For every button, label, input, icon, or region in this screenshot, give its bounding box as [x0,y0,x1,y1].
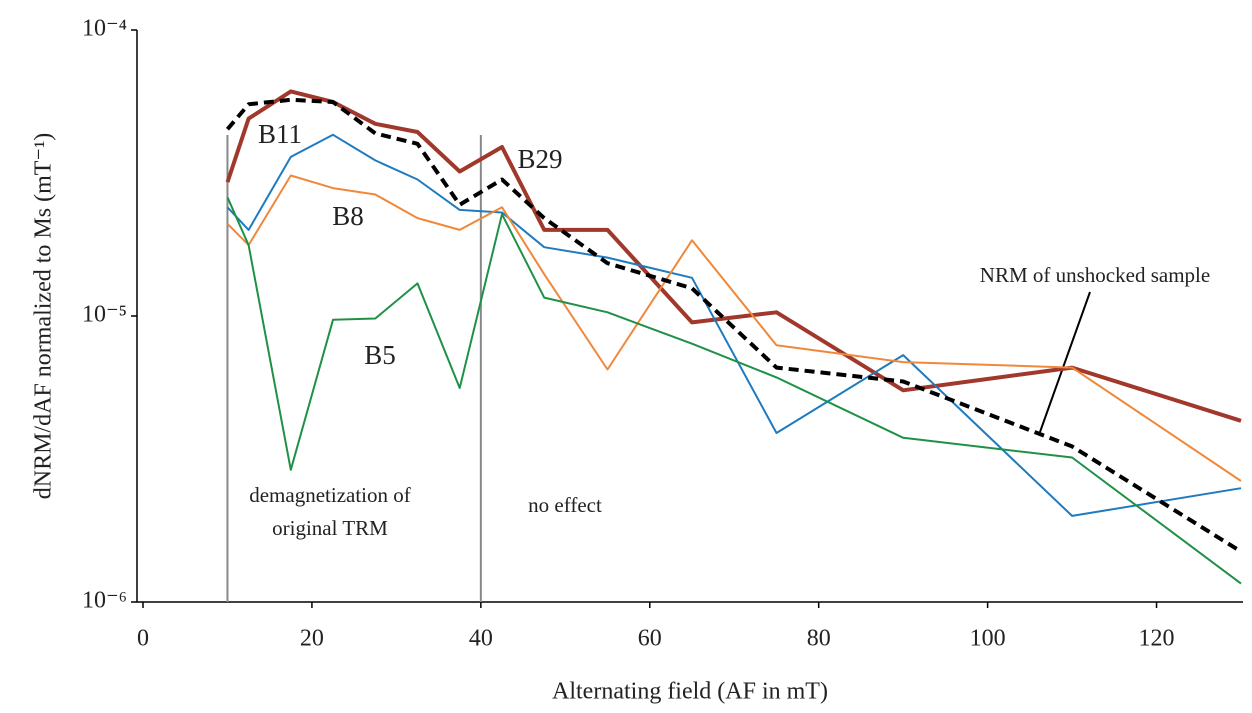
annotation-arrow [1039,291,1091,433]
series-line [225,89,1242,423]
x-tick-label: 100 [970,626,1006,652]
series-label: B11 [258,119,302,149]
x-tick-label: 40 [469,626,493,652]
y-tick-label: 10⁻⁴ [82,16,127,42]
x-tick-label: 0 [137,626,149,652]
y-axis-title: dNRM/dAF normalized to Ms (mT⁻¹) [31,133,57,500]
y-tick-label: 10⁻⁶ [82,588,127,614]
annotation: demagnetization of [249,483,411,507]
series-label: B8 [332,201,364,231]
annotation: no effect [528,493,602,517]
x-tick-label: 80 [807,626,831,652]
x-tick-label: 20 [300,626,324,652]
series-label: B29 [517,144,562,174]
x-axis-title: Alternating field (AF in mT) [552,679,828,705]
series-line [225,97,1243,554]
series-line [226,196,1242,585]
series-line [226,174,1242,482]
annotation: original TRM [272,516,388,540]
x-tick-label: 60 [638,626,662,652]
x-tick-label: 120 [1139,626,1175,652]
series-label: NRM of unshocked sample [980,263,1210,287]
y-tick-label: 10⁻⁵ [82,302,127,328]
series-line [226,133,1242,517]
series-label: B5 [364,340,396,370]
